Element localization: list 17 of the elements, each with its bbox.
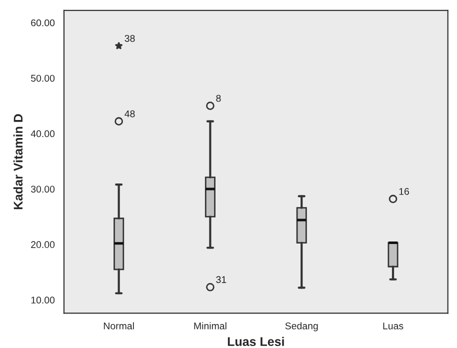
y-axis-title: Kadar Vitamin D [13,114,23,210]
x-tick-label: Sedang [285,322,318,332]
y-tick-label: 50.00 [31,74,55,82]
annotation: 31 [216,276,226,284]
y-tick-label: 40.00 [30,130,55,138]
y-tick-label: 30.00 [30,186,55,193]
annotation: 8 [216,94,221,102]
x-axis-title: Luas Lesi [228,336,284,346]
y-tick-label: 20.00 [31,241,55,248]
y-tick-label: 10.00 [31,296,55,304]
x-tick-label: Normal [104,322,134,330]
y-tick-label: 60.00 [31,19,55,26]
annotation: 38 [124,34,135,42]
annotation: 48 [124,110,135,118]
x-tick-label: Luas [383,322,404,330]
annotation: 16 [399,188,409,195]
x-tick-label: Minimal [194,322,226,330]
